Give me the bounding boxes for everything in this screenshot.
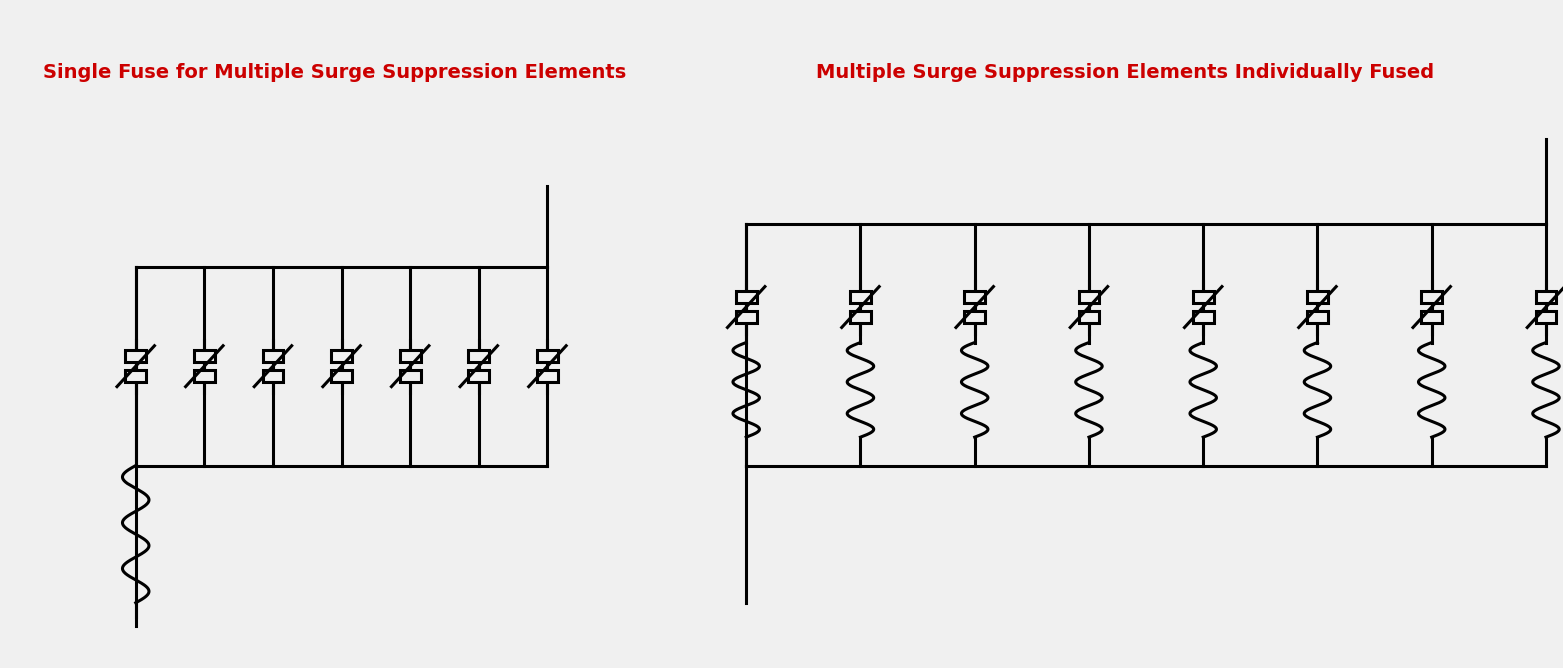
Bar xyxy=(1193,311,1213,323)
Bar xyxy=(964,291,985,303)
Bar xyxy=(964,311,985,323)
Bar xyxy=(331,370,352,382)
Text: Multiple Surge Suppression Elements Individually Fused: Multiple Surge Suppression Elements Indi… xyxy=(816,63,1433,82)
Bar xyxy=(1421,291,1443,303)
Bar xyxy=(331,350,352,363)
Bar xyxy=(1307,311,1329,323)
Bar xyxy=(850,311,871,323)
Bar xyxy=(1421,311,1443,323)
Bar xyxy=(194,350,214,363)
Bar xyxy=(469,370,489,382)
Bar xyxy=(1078,311,1099,323)
Bar xyxy=(194,370,214,382)
Bar xyxy=(1535,311,1557,323)
Bar xyxy=(1535,291,1557,303)
Bar xyxy=(736,311,756,323)
Bar xyxy=(263,350,283,363)
Bar xyxy=(263,370,283,382)
Bar xyxy=(850,291,871,303)
Bar xyxy=(400,350,420,363)
Bar xyxy=(469,350,489,363)
Bar xyxy=(1193,291,1213,303)
Bar xyxy=(400,370,420,382)
Bar xyxy=(1307,291,1329,303)
Bar xyxy=(736,291,756,303)
Bar xyxy=(125,350,145,363)
Bar xyxy=(538,370,558,382)
Bar xyxy=(125,370,145,382)
Bar xyxy=(538,350,558,363)
Text: Single Fuse for Multiple Surge Suppression Elements: Single Fuse for Multiple Surge Suppressi… xyxy=(42,63,627,82)
Bar xyxy=(1078,291,1099,303)
